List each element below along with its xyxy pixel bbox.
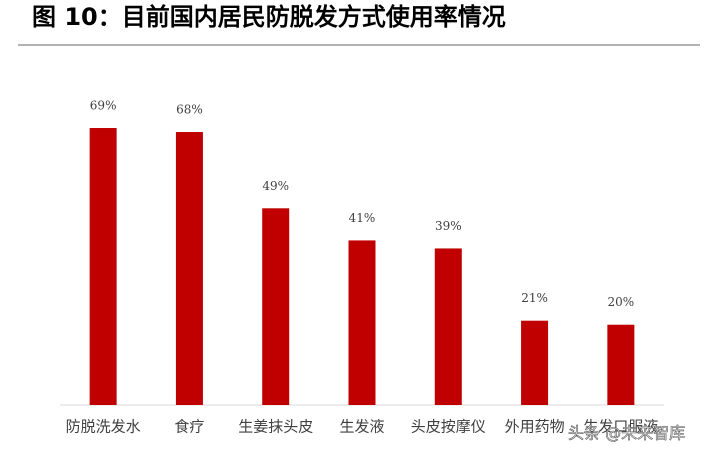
value-label: 68% xyxy=(176,103,203,117)
x-tick-label: 头皮按摩仪 xyxy=(411,418,486,436)
x-tick-label: 生发口服液 xyxy=(583,418,658,436)
value-label: 69% xyxy=(90,99,117,113)
bar xyxy=(607,324,635,405)
value-label: 39% xyxy=(435,219,462,233)
x-tick-label: 食疗 xyxy=(174,418,204,436)
value-label: 49% xyxy=(262,179,289,193)
bar xyxy=(175,132,203,405)
x-tick-label: 防脱洗发水 xyxy=(66,418,141,436)
bar xyxy=(348,240,376,405)
value-label: 21% xyxy=(521,291,548,305)
x-tick-label: 外用药物 xyxy=(505,418,565,436)
value-label: 41% xyxy=(349,211,376,225)
chart-title: 图 10：目前国内居民防脱发方式使用率情况 xyxy=(32,3,506,31)
x-tick-label: 生发液 xyxy=(339,418,384,436)
value-label: 20% xyxy=(608,295,635,309)
bar xyxy=(262,208,290,405)
watermark: 头条 @未来智库 xyxy=(568,424,685,443)
bar xyxy=(89,128,117,405)
x-tick-label: 生姜抹头皮 xyxy=(238,418,313,436)
bar xyxy=(434,248,462,405)
bar xyxy=(521,320,549,405)
